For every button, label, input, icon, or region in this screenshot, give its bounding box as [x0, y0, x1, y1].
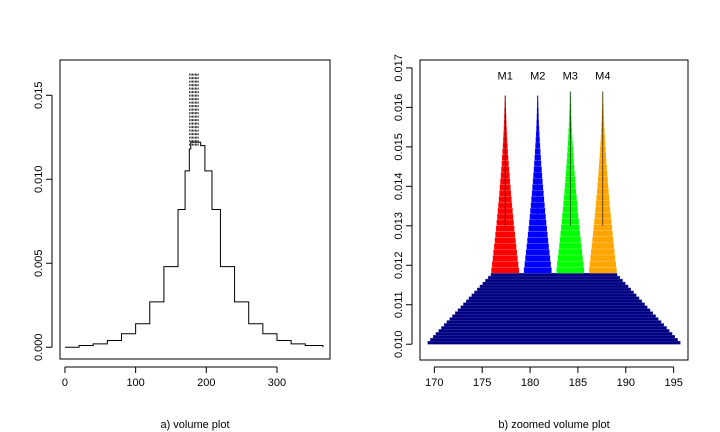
peak-bar: [588, 266, 617, 274]
x-tick-label: 195: [664, 377, 682, 389]
peak-label-m3: M3: [563, 71, 578, 83]
volume-plot-series: [64, 73, 324, 348]
peak-bar: [556, 266, 585, 274]
x-tick-label: 300: [268, 377, 286, 389]
peak-bar: [589, 260, 617, 268]
peak-bar: [495, 231, 516, 238]
base-volume-bar: [427, 341, 681, 345]
x-tick-label: 200: [197, 377, 215, 389]
base-volume-bar: [463, 302, 645, 306]
x-tick-label: 0: [62, 377, 68, 389]
y-tick-label: 0.005: [33, 249, 45, 277]
base-volume-bar: [490, 272, 618, 277]
peak-label-m4: M4: [595, 71, 610, 83]
y-tick-label: 0.000: [33, 333, 45, 361]
peak-bar: [491, 267, 520, 274]
peak-label-m1: M1: [498, 71, 513, 83]
peak-bar: [557, 254, 583, 262]
base-volume-bar: [443, 323, 665, 327]
peak-bar: [527, 237, 549, 244]
peak-bar: [556, 260, 584, 268]
y-tick-label: 0.012: [393, 251, 405, 279]
y-tick-label: 0.014: [393, 173, 405, 201]
peak-bar: [590, 248, 615, 256]
base-volume-bar: [441, 326, 667, 330]
zoomed-volume-plot-panel: M1 M2 M3 M4 170 175 180 185 190 195 0.0100.0110.…: [393, 54, 689, 431]
x-tick-label: 185: [569, 377, 587, 389]
peak-bar: [524, 261, 552, 268]
base-volume-bar: [487, 275, 621, 280]
base-volume-bar: [476, 287, 632, 292]
volume-plot-caption: a) volume plot: [160, 419, 229, 431]
volume-profile-line: [64, 141, 324, 348]
x-tick-label: 100: [126, 377, 144, 389]
zoomed-volume-plot-frame: [419, 59, 689, 361]
x-tick-label: 190: [617, 377, 635, 389]
peak-bar: [493, 249, 518, 256]
peak-bar: [528, 225, 548, 232]
peak-bar: [592, 236, 614, 244]
base-volume-bar: [446, 320, 662, 324]
x-tick-label: 180: [521, 377, 539, 389]
x-tick-label: 170: [425, 377, 443, 389]
peak-bar: [495, 225, 515, 232]
base-volume-bar: [452, 314, 656, 318]
zoomed-volume-plot-y-axis: 0.010 0.011 0.012 0.013 0.014 0.015 0.016 0.017: [393, 54, 413, 358]
base-volume-bar: [482, 281, 626, 286]
volume-plot-x-axis: 0 100 200 300: [62, 366, 286, 389]
peak-bar: [526, 243, 550, 250]
base-volume-bar: [438, 329, 670, 333]
y-tick-label: 0.013: [393, 212, 405, 240]
peak-bar: [523, 267, 552, 274]
peak-m3: [556, 91, 585, 274]
peak-bar: [590, 254, 616, 262]
peak-m2: [523, 95, 552, 274]
base-volume-bar: [471, 293, 637, 298]
peak-bar: [494, 237, 516, 244]
peak-m4: [588, 91, 617, 274]
volume-plot-frame: [59, 59, 331, 360]
peak-bar: [591, 242, 615, 250]
base-volume-bar: [485, 278, 623, 283]
y-tick-label: 0.016: [393, 94, 405, 122]
y-tick-label: 0.015: [33, 82, 45, 110]
y-tick-label: 0.011: [393, 291, 405, 318]
peak-bar: [558, 242, 582, 250]
y-tick-label: 0.010: [33, 165, 45, 193]
base-volume-bar: [468, 296, 640, 301]
base-volume-bar: [465, 299, 643, 303]
base-volume-bar: [432, 335, 676, 339]
peak-bar: [525, 255, 551, 262]
peak-bar: [560, 230, 581, 238]
base-volume-bar: [457, 308, 651, 312]
y-tick-label: 0.017: [393, 54, 405, 82]
base-volume-bar: [460, 305, 648, 309]
x-tick-label: 175: [473, 377, 491, 389]
peak-bar: [527, 231, 548, 238]
peak-bar: [525, 249, 550, 256]
peak-bar: [592, 230, 613, 238]
zoomed-volume-plot-caption: b) zoomed volume plot: [498, 419, 609, 431]
peak-bar: [559, 236, 581, 244]
volume-plot-panel: 0 100 200 300 0.000 0.005 0.010 0.015 a) volum…: [33, 59, 331, 431]
zoomed-volume-plot-series: M1 M2 M3 M4: [427, 71, 681, 345]
y-tick-label: 0.015: [393, 133, 405, 161]
peak-bar: [493, 243, 517, 250]
peak-bar: [492, 255, 518, 262]
base-volume-bar: [474, 290, 634, 295]
base-volume-bar: [435, 332, 673, 336]
volume-plot-y-axis: 0.000 0.005 0.010 0.015: [33, 82, 53, 361]
peak-bar: [491, 261, 519, 268]
base-volume-bar: [479, 284, 629, 289]
zoomed-volume-plot-x-axis: 170 175 180 185 190 195: [425, 366, 683, 389]
peak-label-m2: M2: [530, 71, 545, 83]
y-tick-label: 0.010: [393, 330, 405, 358]
peak-m1: [491, 95, 520, 274]
peak-bar: [558, 248, 583, 256]
base-volume-bar: [449, 317, 659, 321]
base-volume-bar: [430, 338, 678, 342]
base-volume-bar: [454, 311, 654, 315]
